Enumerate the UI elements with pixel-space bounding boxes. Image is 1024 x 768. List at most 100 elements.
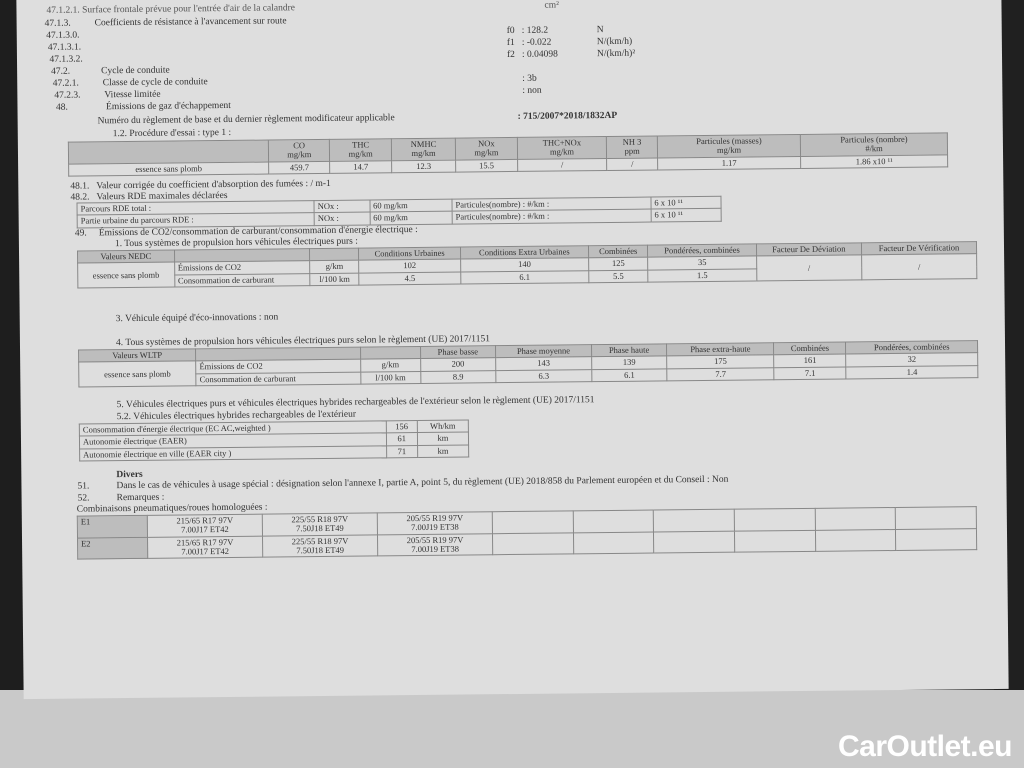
nedc-cell: 4.5 xyxy=(359,271,461,286)
rim-size: 7.00J17 ET42 xyxy=(181,546,230,557)
phev-cell: 156 xyxy=(386,420,418,434)
nedc-header: Conditions Urbaines xyxy=(358,247,461,261)
line-key: f2 xyxy=(506,49,515,61)
wltp-cell: 7.1 xyxy=(774,366,847,380)
rde-cell: 60 mg/km xyxy=(369,199,453,213)
unit: mg/km xyxy=(348,148,373,160)
cut-line-unit: cm² xyxy=(544,0,559,11)
unit: mg/km xyxy=(716,144,742,156)
type1-value: 459.7 xyxy=(268,161,331,175)
s481-text: Valeur corrigée du coefficient d'absorpt… xyxy=(96,178,331,192)
line-text: Classe de cycle de conduite xyxy=(102,77,208,89)
s52-text: Remarques : xyxy=(116,492,165,504)
line-unit: N/(km/h) xyxy=(596,36,633,48)
rim-size: 7.50J18 ET49 xyxy=(296,544,345,556)
empty-cell xyxy=(492,532,574,556)
type1-header: THC+NOx mg/km xyxy=(517,136,607,160)
type1-header: THC mg/km xyxy=(329,138,392,162)
line-key: f1 xyxy=(506,37,515,49)
line-number: 47.1.3.2. xyxy=(49,54,83,65)
type1-value: / xyxy=(606,157,658,171)
wltp-cell: 6.1 xyxy=(591,368,668,382)
type1-value: 1.86 x10 ¹¹ xyxy=(800,154,948,169)
line-text: Coefficients de résistance à l'avancemen… xyxy=(94,16,287,29)
phev-cell: 71 xyxy=(386,445,418,458)
line-number: 47.2.1. xyxy=(52,78,79,89)
fuel-cell: essence sans plomb xyxy=(78,361,197,388)
wltp-cell: 6.3 xyxy=(495,369,592,383)
tire-cell: 205/55 R19 97V 7.00J19 ET38 xyxy=(377,511,493,535)
empty-cell xyxy=(573,531,655,555)
wltp-cell: 139 xyxy=(591,356,668,370)
nedc-header: Combinées xyxy=(588,245,648,259)
line-value: : non xyxy=(522,85,542,96)
line-number: 47.1.3. xyxy=(44,18,71,29)
type1-value: 15.5 xyxy=(455,159,518,173)
unit: mg/km xyxy=(474,147,499,158)
table-surface xyxy=(0,690,1024,768)
line-text: Cycle de conduite xyxy=(101,65,170,77)
type1-value: 12.3 xyxy=(391,159,456,173)
tire-cell: 215/65 R17 97V 7.00J17 ET42 xyxy=(147,535,263,559)
empty-cell xyxy=(895,528,977,551)
line-text: Vitesse limitée xyxy=(104,89,161,101)
wltp-cell: 175 xyxy=(666,355,775,369)
s481-num: 48.1. xyxy=(70,181,90,192)
type1-header: CO mg/km xyxy=(268,139,331,162)
wltp-header xyxy=(360,346,421,360)
empty-cell xyxy=(653,509,735,532)
wltp-cell: g/km xyxy=(360,358,421,372)
empty-cell xyxy=(815,529,896,552)
phev-row: Autonomie électrique en ville (EAER city… xyxy=(79,444,469,462)
tire-label: E1 xyxy=(77,515,148,538)
nedc-cell: g/km xyxy=(309,260,360,274)
watermark-logo: CarOutlet.eu xyxy=(837,730,1013,763)
rim-size: 7.00J19 ET38 xyxy=(411,521,459,533)
rde-cell: NOx : xyxy=(314,212,370,226)
empty-cell xyxy=(572,510,654,533)
unit: mg/km xyxy=(549,146,575,157)
rim-size: 7.00J17 ET42 xyxy=(181,524,229,535)
unit: #/km xyxy=(865,143,883,154)
nedc-cell: 1.5 xyxy=(648,268,757,283)
type1-header: NOx mg/km xyxy=(455,137,518,160)
type1-title: 1.2. Procédure d'essai : type 1 : xyxy=(112,127,232,140)
phev-cell: 61 xyxy=(386,432,418,446)
empty-cell xyxy=(492,510,574,534)
type1-table: CO mg/km THC mg/km NMHC mg/km NOx mg/km THC+NOx m… xyxy=(68,132,948,177)
nedc-cell: l/100 km xyxy=(309,272,360,286)
deviation-cell: / xyxy=(756,255,862,281)
tire-cell: 225/55 R18 97V 7.50J18 ET49 xyxy=(262,534,378,558)
wltp-cell: 143 xyxy=(495,357,592,371)
wltp-cell: 161 xyxy=(773,354,847,368)
s52-num: 52. xyxy=(77,493,90,504)
nedc-header: Facteur De Déviation xyxy=(756,242,862,257)
type1-header: NH 3 ppm xyxy=(606,135,658,159)
s51-text: Dans le cas de véhicules à usage spécial… xyxy=(116,474,729,492)
tire-cell: 225/55 R18 97V 7.50J18 ET49 xyxy=(262,512,378,536)
phev-cell: km xyxy=(417,432,469,446)
nedc-cell: 102 xyxy=(359,259,461,273)
tire-cell: 205/55 R19 97V 7.00J19 ET38 xyxy=(377,533,493,557)
nedc-cell: 125 xyxy=(588,257,649,271)
wltp-cell: l/100 km xyxy=(360,371,421,385)
rde-cell: 6 x 10 ¹¹ xyxy=(650,208,722,222)
line-value: : -0.022 xyxy=(521,37,552,48)
type1-header: Particules (masses) mg/km xyxy=(657,134,801,158)
line-number: 48. xyxy=(55,102,68,113)
nedc-table: Valeurs NEDC Conditions Urbaines Condition… xyxy=(77,241,977,289)
phev-cell: Autonomie électrique en ville (EAER city… xyxy=(79,445,387,462)
wltp-table: Valeurs WLTP Phase basse Phase moyenne Phas… xyxy=(78,340,978,388)
empty-cell xyxy=(895,506,977,530)
wltp-cell: 8.9 xyxy=(420,370,496,384)
rde-cell: Particules(nombre) : #/km : xyxy=(452,209,652,224)
rde-cell: NOx : xyxy=(314,199,370,213)
line-number: 47.1.3.1. xyxy=(47,42,82,53)
verification-cell: / xyxy=(861,253,977,280)
nedc-header xyxy=(309,248,360,261)
nedc-header: Pondérées, combinées xyxy=(647,243,757,258)
type1-value: / xyxy=(517,158,607,172)
wltp-cell: 7.7 xyxy=(667,367,775,381)
line-unit: N/(km/h)² xyxy=(596,48,636,60)
line-text: Émissions de gaz d'échappement xyxy=(105,100,231,113)
